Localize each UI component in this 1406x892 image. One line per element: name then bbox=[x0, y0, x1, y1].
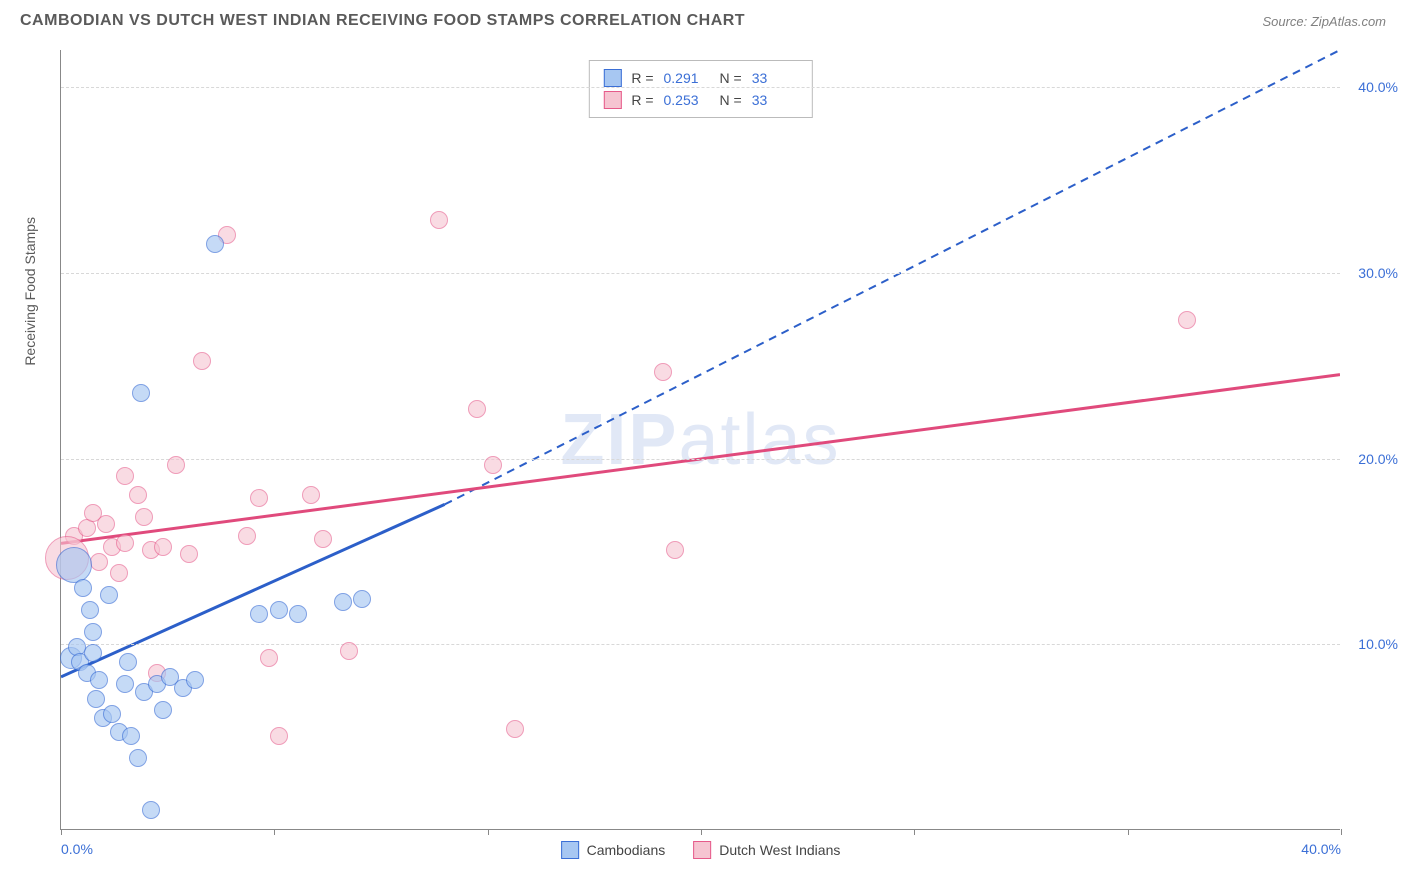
scatter-point bbox=[90, 553, 108, 571]
scatter-point bbox=[116, 534, 134, 552]
x-tick bbox=[1341, 829, 1342, 835]
gridline bbox=[61, 273, 1340, 274]
scatter-point bbox=[74, 579, 92, 597]
scatter-point bbox=[97, 515, 115, 533]
scatter-point bbox=[250, 605, 268, 623]
scatter-point bbox=[154, 701, 172, 719]
y-tick-label: 40.0% bbox=[1358, 79, 1398, 95]
scatter-point bbox=[119, 653, 137, 671]
scatter-point bbox=[81, 601, 99, 619]
scatter-point bbox=[430, 211, 448, 229]
gridline bbox=[61, 87, 1340, 88]
x-tick bbox=[274, 829, 275, 835]
y-axis-label: Receiving Food Stamps bbox=[22, 217, 38, 366]
legend-swatch bbox=[693, 841, 711, 859]
r-value: 0.291 bbox=[664, 70, 710, 86]
n-label: N = bbox=[720, 70, 742, 86]
watermark: ZIPatlas bbox=[560, 399, 840, 481]
y-tick-label: 10.0% bbox=[1358, 636, 1398, 652]
scatter-point bbox=[484, 456, 502, 474]
n-label: N = bbox=[720, 92, 742, 108]
scatter-point bbox=[142, 801, 160, 819]
scatter-point bbox=[270, 727, 288, 745]
scatter-point bbox=[135, 508, 153, 526]
trend-lines bbox=[61, 50, 1340, 829]
x-tick bbox=[914, 829, 915, 835]
scatter-point bbox=[250, 489, 268, 507]
scatter-point bbox=[56, 547, 92, 583]
n-value: 33 bbox=[752, 92, 798, 108]
r-label: R = bbox=[631, 70, 653, 86]
scatter-point bbox=[289, 605, 307, 623]
x-tick-label: 0.0% bbox=[61, 841, 93, 857]
scatter-point bbox=[87, 690, 105, 708]
scatter-point bbox=[260, 649, 278, 667]
scatter-point bbox=[340, 642, 358, 660]
scatter-point bbox=[193, 352, 211, 370]
y-tick-label: 20.0% bbox=[1358, 451, 1398, 467]
x-tick bbox=[1128, 829, 1129, 835]
scatter-point bbox=[238, 527, 256, 545]
x-tick bbox=[488, 829, 489, 835]
legend-stat-row: R = 0.253 N = 33 bbox=[603, 89, 797, 111]
scatter-point bbox=[1178, 311, 1196, 329]
scatter-point bbox=[353, 590, 371, 608]
correlation-legend: R = 0.291 N = 33 R = 0.253 N = 33 bbox=[588, 60, 812, 118]
scatter-point bbox=[468, 400, 486, 418]
scatter-point bbox=[116, 467, 134, 485]
n-value: 33 bbox=[752, 70, 798, 86]
legend-swatch bbox=[603, 91, 621, 109]
scatter-point bbox=[132, 384, 150, 402]
x-tick-label: 40.0% bbox=[1301, 841, 1341, 857]
scatter-point bbox=[103, 705, 121, 723]
scatter-point bbox=[122, 727, 140, 745]
scatter-point bbox=[506, 720, 524, 738]
legend-swatch bbox=[561, 841, 579, 859]
legend-stat-row: R = 0.291 N = 33 bbox=[603, 67, 797, 89]
chart-source: Source: ZipAtlas.com bbox=[1262, 14, 1386, 29]
scatter-point bbox=[129, 749, 147, 767]
scatter-point bbox=[270, 601, 288, 619]
legend-label: Dutch West Indians bbox=[719, 842, 840, 858]
legend-swatch bbox=[603, 69, 621, 87]
scatter-point bbox=[654, 363, 672, 381]
series-legend: Cambodians Dutch West Indians bbox=[561, 841, 841, 859]
scatter-point bbox=[302, 486, 320, 504]
chart-title: CAMBODIAN VS DUTCH WEST INDIAN RECEIVING… bbox=[20, 12, 745, 30]
legend-item: Dutch West Indians bbox=[693, 841, 840, 859]
scatter-point bbox=[314, 530, 332, 548]
scatter-point bbox=[334, 593, 352, 611]
r-value: 0.253 bbox=[664, 92, 710, 108]
x-tick bbox=[61, 829, 62, 835]
scatter-point bbox=[129, 486, 147, 504]
gridline bbox=[61, 644, 1340, 645]
y-tick-label: 30.0% bbox=[1358, 265, 1398, 281]
scatter-point bbox=[206, 235, 224, 253]
scatter-point bbox=[110, 564, 128, 582]
chart-plot-area: ZIPatlas R =0.291N =33R =0.253N =33 Camb… bbox=[60, 50, 1340, 830]
scatter-point bbox=[84, 644, 102, 662]
x-tick bbox=[701, 829, 702, 835]
scatter-point bbox=[84, 623, 102, 641]
scatter-point bbox=[666, 541, 684, 559]
legend-item: Cambodians bbox=[561, 841, 666, 859]
scatter-point bbox=[154, 538, 172, 556]
scatter-point bbox=[100, 586, 118, 604]
scatter-point bbox=[116, 675, 134, 693]
r-label: R = bbox=[631, 92, 653, 108]
scatter-point bbox=[180, 545, 198, 563]
scatter-point bbox=[186, 671, 204, 689]
legend-label: Cambodians bbox=[587, 842, 666, 858]
scatter-point bbox=[90, 671, 108, 689]
scatter-point bbox=[167, 456, 185, 474]
gridline bbox=[61, 459, 1340, 460]
